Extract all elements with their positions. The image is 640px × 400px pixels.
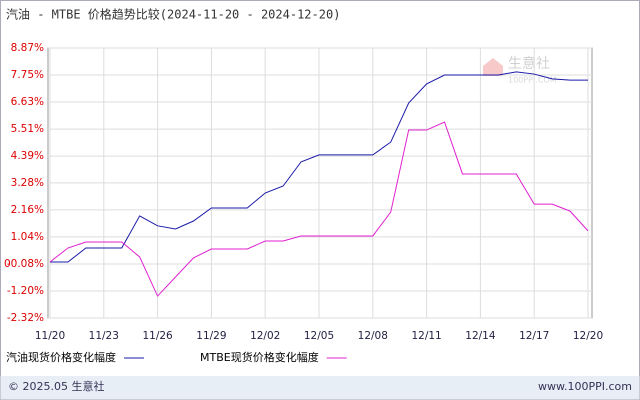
x-tick-label: 11/29 [196,330,226,342]
watermark-name: 生意社 [508,55,550,72]
x-tick-label: 12/08 [358,330,388,342]
x-tick-label: 12/02 [250,330,280,342]
y-zero-label: 0 [4,258,11,270]
series-line [49,121,589,297]
y-tick-label: 4.39% [11,150,44,162]
footer-bar [0,376,640,400]
grid [48,47,592,319]
y-tick-label: -1.20% [7,285,44,297]
y-tick-label: 7.75% [11,69,44,81]
x-tick-label: 12/14 [465,330,496,342]
x-tick-label: 11/23 [89,330,119,342]
x-tick-label: 12/20 [573,330,603,342]
watermark-site: 100PPI.COM [508,76,557,85]
y-tick-label: 3.28% [11,177,44,189]
legend-label: 汽油现货价格变化幅度 [6,350,116,364]
y-tick-label: -0.08% [7,258,44,270]
series-line [50,71,588,263]
x-tick-label: 11/20 [35,330,65,342]
y-tick-label: 6.63% [11,96,44,108]
footer-right: www.100PPI.com [538,380,632,393]
chart-title: 汽油 - MTBE 价格趋势比较(2024-11-20 - 2024-12-20… [6,7,340,22]
x-tick-label: 12/17 [519,330,549,342]
legend-label: MTBE现货价格变化幅度 [200,350,319,364]
watermark-icon [483,58,503,76]
y-tick-label: 1.04% [11,231,44,243]
x-tick-label: 12/05 [304,330,334,342]
x-tick-label: 12/11 [411,330,441,342]
watermark: 生意社 100PPI.COM [483,55,557,85]
y-tick-label: 5.51% [11,123,44,135]
y-tick-label: -2.32% [7,312,44,324]
y-tick-label: 8.87% [11,42,44,54]
footer-left: © 2025.05 生意社 [8,379,104,393]
x-tick-label: 11/26 [142,330,173,342]
y-tick-label: 2.16% [11,204,44,216]
